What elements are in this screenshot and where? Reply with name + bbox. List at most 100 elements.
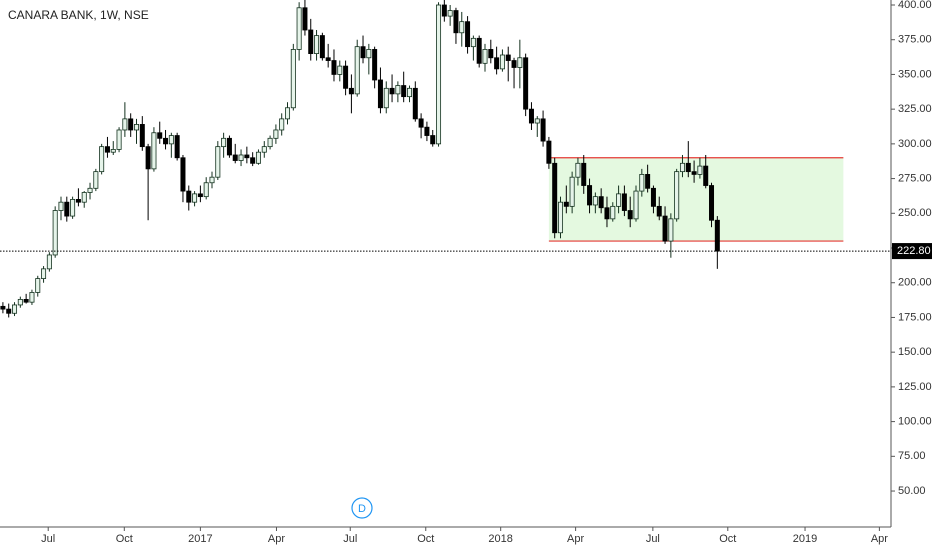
candle xyxy=(203,177,209,200)
candle-body xyxy=(192,193,198,203)
candle xyxy=(41,266,47,283)
candle xyxy=(343,60,349,96)
y-tick-label: 325.00 xyxy=(898,103,932,115)
candle-body xyxy=(372,49,378,81)
candle xyxy=(563,185,569,214)
candle-body xyxy=(465,21,471,48)
candle-body xyxy=(17,298,23,306)
candle xyxy=(104,136,110,158)
candle xyxy=(302,0,308,36)
candle-body xyxy=(203,182,209,198)
candle xyxy=(447,4,453,26)
candle xyxy=(633,185,639,222)
candle xyxy=(709,182,715,228)
candle xyxy=(685,141,691,178)
candle xyxy=(232,143,238,164)
candle-body xyxy=(703,165,709,186)
candle xyxy=(174,132,180,161)
candle-body xyxy=(575,162,581,178)
y-tick-label: 175.00 xyxy=(898,311,932,323)
candle-body xyxy=(668,218,674,242)
candle-body xyxy=(383,87,389,109)
candle xyxy=(81,191,87,208)
candle-body xyxy=(93,171,99,189)
x-tick-label: Jul xyxy=(343,533,357,545)
candle-body xyxy=(441,4,447,17)
candle-body xyxy=(87,187,93,193)
candle xyxy=(23,293,29,304)
candle-body xyxy=(499,54,505,70)
candle-body xyxy=(639,174,645,192)
candle xyxy=(430,129,436,147)
candle-body xyxy=(273,129,279,139)
candle-body xyxy=(58,201,64,211)
candle xyxy=(679,154,685,178)
x-tick-label: Jul xyxy=(646,533,660,545)
candle-body xyxy=(459,21,465,34)
candle xyxy=(314,29,320,61)
candle-body xyxy=(418,118,424,128)
candle xyxy=(499,49,505,72)
y-tick-label: 400.00 xyxy=(898,0,932,11)
candle-body xyxy=(139,124,145,148)
candle-body xyxy=(168,135,174,145)
candle xyxy=(377,67,383,114)
candle-body xyxy=(238,154,244,161)
last-price-label: 222.80 xyxy=(897,245,931,257)
candle xyxy=(133,118,139,144)
candle-body xyxy=(674,171,680,220)
candle xyxy=(372,46,378,89)
candle-body xyxy=(128,118,134,131)
candle-body xyxy=(377,79,383,109)
y-tick-label: 100.00 xyxy=(898,416,932,428)
candle xyxy=(523,53,529,117)
candle xyxy=(87,182,93,200)
candle-body xyxy=(331,60,337,75)
candle xyxy=(401,71,407,103)
candle-body xyxy=(267,137,273,148)
candle xyxy=(558,196,564,239)
candle xyxy=(575,157,581,186)
candle-body xyxy=(453,10,459,34)
candle xyxy=(192,191,198,207)
candle-body xyxy=(133,124,139,131)
candle-body xyxy=(0,305,6,310)
candle xyxy=(35,275,41,297)
candle xyxy=(337,60,343,82)
candle-body xyxy=(337,65,343,75)
candle xyxy=(668,213,674,258)
chart-title: CANARA BANK, 1W, NSE xyxy=(8,8,149,22)
candle-body xyxy=(354,46,360,95)
candle-body xyxy=(110,149,116,153)
candle xyxy=(639,168,645,197)
y-tick-label: 275.00 xyxy=(898,172,932,184)
y-tick-label: 300.00 xyxy=(898,138,932,150)
candle-body xyxy=(279,118,285,131)
x-tick-label: 2019 xyxy=(793,533,817,545)
candle-body xyxy=(581,162,587,186)
candle xyxy=(424,121,430,142)
candle-body xyxy=(610,205,616,220)
candle-body xyxy=(395,85,401,95)
candle xyxy=(209,171,215,189)
candle-body xyxy=(29,292,35,303)
candle xyxy=(180,154,186,203)
candle xyxy=(163,129,169,150)
candle-body xyxy=(616,193,622,207)
candle-body xyxy=(592,196,598,206)
candle xyxy=(528,102,534,130)
y-tick-label: 200.00 xyxy=(898,277,932,289)
candle-body xyxy=(627,210,633,220)
candle-body xyxy=(81,192,87,203)
candle xyxy=(476,35,482,68)
candle xyxy=(116,127,122,153)
candle-body xyxy=(430,135,436,145)
candle-body xyxy=(343,65,349,89)
candle-body xyxy=(569,176,575,207)
candle xyxy=(285,102,291,125)
candle xyxy=(186,185,192,211)
x-tick-label: Oct xyxy=(417,533,434,545)
y-tick-label: 150.00 xyxy=(898,346,932,358)
candle-body xyxy=(151,132,157,170)
